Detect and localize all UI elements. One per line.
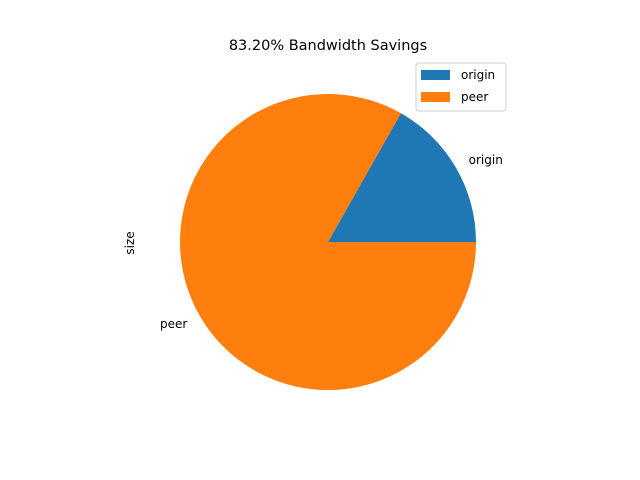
chart-title: 83.20% Bandwidth Savings	[229, 38, 427, 54]
pie-slice-peer	[180, 93, 477, 390]
legend: origin peer	[415, 62, 507, 112]
legend-swatch-origin	[421, 70, 450, 80]
pie-slice-labels: origin peer	[160, 153, 503, 331]
legend-entries: origin peer	[421, 68, 495, 104]
pie-slice-origin	[328, 113, 477, 243]
pie-slices	[180, 93, 477, 390]
pie-label-peer: peer	[160, 317, 187, 331]
legend-label-origin: origin	[461, 68, 495, 82]
pie-label-origin: origin	[469, 153, 503, 167]
y-axis-label: size	[123, 231, 137, 254]
legend-swatch-peer	[421, 92, 450, 102]
legend-label-peer: peer	[461, 90, 488, 104]
